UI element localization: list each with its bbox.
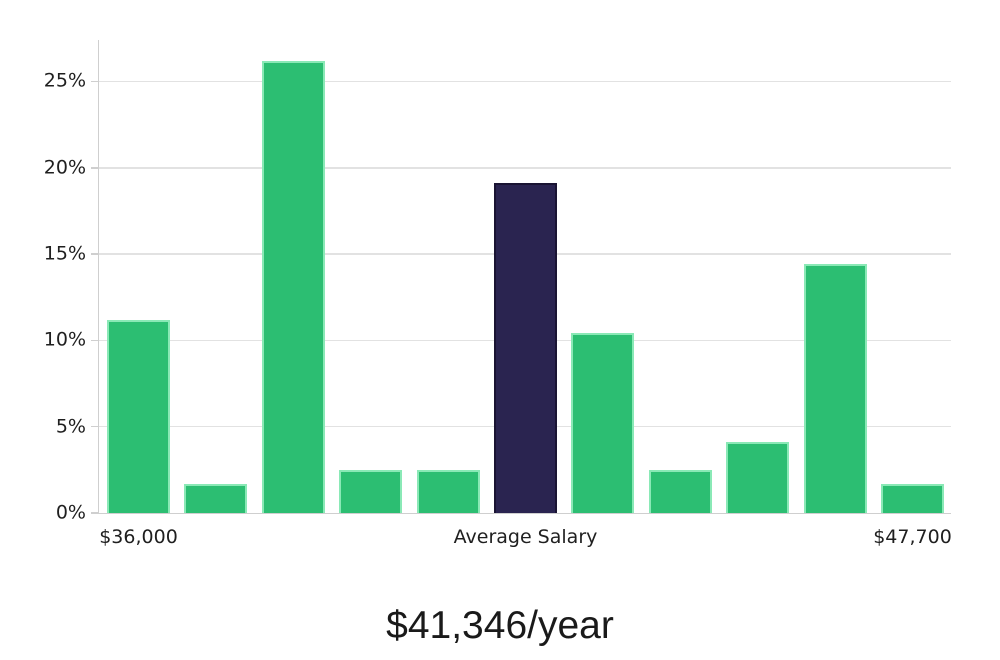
histogram-bar: [803, 264, 867, 513]
y-axis-tick: [91, 512, 99, 514]
y-axis-tick-label: 20%: [43, 156, 86, 179]
y-axis-tick-label: 0%: [55, 501, 86, 524]
gridline-25: [99, 80, 951, 83]
histogram-bar-average-salary: [494, 183, 557, 513]
y-axis-tick: [91, 167, 99, 169]
histogram-bar: [416, 469, 480, 513]
plot-area: 0% 5% 10% 15% 20% 25% $36,000 Average Salary $47…: [44, 40, 952, 547]
y-axis-tick-label: 25%: [43, 69, 86, 92]
histogram-bar: [648, 469, 712, 513]
histogram-bar: [184, 483, 248, 513]
y-axis-tick: [91, 253, 99, 255]
histogram-bar: [726, 442, 790, 513]
x-axis-tick-label: $47,700: [873, 526, 952, 548]
histogram-bar: [571, 333, 635, 513]
y-axis-tick: [91, 80, 99, 83]
histogram-bar: [261, 60, 325, 513]
x-axis-tick-label: Average Salary: [453, 526, 598, 548]
histogram-bar: [881, 483, 944, 513]
x-axis-tick-label: $36,000: [99, 526, 178, 548]
y-axis-tick-label: 10%: [43, 328, 86, 351]
y-axis-tick: [91, 339, 99, 342]
histogram-bar: [107, 319, 170, 513]
gridline-20: [99, 167, 951, 169]
y-axis-tick: [91, 425, 99, 428]
average-salary-caption: $41,346/year: [386, 604, 614, 647]
y-axis-tick-label: 15%: [43, 242, 86, 265]
y-axis-tick-label: 5%: [55, 415, 86, 438]
histogram-bar: [339, 469, 403, 513]
